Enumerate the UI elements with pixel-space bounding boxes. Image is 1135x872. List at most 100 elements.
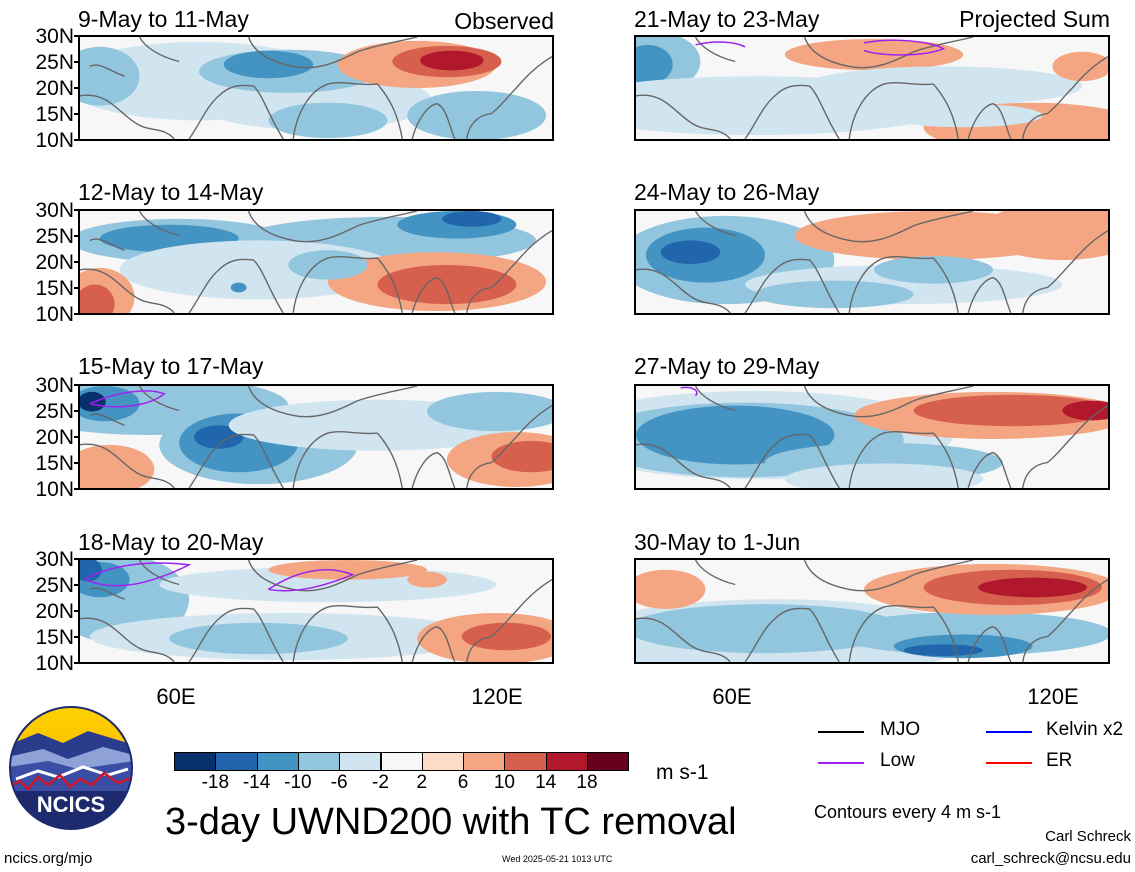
wind-anomaly-region	[80, 284, 115, 313]
y-tick-label: 20N	[35, 77, 74, 100]
colorbar-units: m s-1	[656, 761, 709, 784]
logo-text: NCICS	[37, 792, 105, 817]
wind-anomaly-region	[636, 569, 706, 610]
wind-anomaly-region	[169, 622, 348, 655]
y-tick-label: 10N	[35, 652, 74, 675]
y-tick-label: 30N	[35, 25, 74, 48]
wind-field-map	[80, 386, 552, 488]
y-tick-mark	[74, 584, 79, 586]
coastline	[636, 386, 1108, 488]
wind-anomaly-region	[461, 622, 552, 651]
colorbar-box	[421, 752, 465, 771]
y-tick-mark	[74, 410, 79, 412]
y-tick-label: 15N	[35, 626, 74, 649]
colorbar-label: -2	[372, 772, 389, 793]
coastline	[80, 560, 552, 662]
website-link[interactable]: ncics.org/mjo	[4, 850, 93, 867]
timestamp: Wed 2025-05-21 1013 UTC	[502, 854, 613, 864]
y-tick-label: 15N	[35, 277, 74, 300]
y-tick-mark	[74, 261, 79, 263]
y-tick-label: 25N	[35, 51, 74, 74]
wind-anomaly-region	[377, 264, 517, 305]
wind-field-map	[636, 211, 1108, 313]
colorbar-box	[215, 752, 258, 771]
wind-anomaly-region	[80, 444, 155, 488]
wind-anomaly-region	[1052, 51, 1108, 82]
map-panel-left-4	[78, 558, 554, 664]
wind-field-map	[636, 560, 1108, 662]
panel-title-right-4: 30-May to 1-Jun	[634, 529, 801, 555]
map-panel-right-1	[634, 35, 1110, 141]
wind-field-map	[80, 211, 552, 313]
wind-anomaly-region	[420, 50, 484, 71]
wind-anomaly-region	[978, 577, 1088, 598]
colorbar-box	[380, 752, 423, 771]
colorbar-label: -14	[242, 772, 271, 793]
legend-line-er	[986, 762, 1032, 764]
wind-anomaly-region	[784, 463, 984, 488]
low-contour	[89, 390, 166, 408]
legend-line-low	[818, 762, 864, 764]
wind-anomaly-region	[903, 644, 984, 657]
y-tick-mark	[74, 488, 79, 490]
x-tick-left-60e: 60E	[156, 684, 196, 709]
wind-anomaly-region	[230, 282, 247, 293]
coastline	[80, 211, 552, 313]
y-tick-label: 30N	[35, 548, 74, 571]
wind-anomaly-region	[754, 280, 914, 309]
y-tick-mark	[74, 610, 79, 612]
wind-anomaly-region	[913, 394, 1108, 427]
map-panel-left-2	[78, 209, 554, 315]
coastline	[80, 37, 552, 139]
panel-title-right-1: 21-May to 23-May	[634, 6, 820, 32]
colorbar-label: 2	[416, 772, 428, 793]
y-tick-mark	[74, 139, 79, 141]
y-tick-label: 25N	[35, 225, 74, 248]
y-tick-mark	[74, 287, 79, 289]
y-tick-mark	[74, 35, 79, 37]
colorbar-box	[545, 752, 588, 771]
y-tick-mark	[74, 558, 79, 560]
y-tick-label: 25N	[35, 574, 74, 597]
panel-title-left-2: 12-May to 14-May	[78, 179, 264, 205]
wind-anomaly-region	[660, 240, 721, 264]
colorbar-label: 6	[457, 772, 469, 793]
panel-title-left-1: 9-May to 11-May	[78, 6, 249, 32]
coastline	[636, 211, 1108, 313]
y-tick-mark	[74, 436, 79, 438]
wind-anomaly-region	[636, 44, 673, 85]
wind-anomaly-region	[407, 571, 447, 588]
y-tick-label: 20N	[35, 251, 74, 274]
y-tick-label: 10N	[35, 129, 74, 152]
map-panel-left-3	[78, 384, 554, 490]
coastline	[636, 560, 1108, 662]
colorbar-label: -6	[330, 772, 348, 793]
panel-title-right-2: 24-May to 26-May	[634, 179, 820, 205]
low-contour	[695, 39, 945, 56]
wind-field-map	[636, 37, 1108, 139]
wind-anomaly-region	[80, 560, 102, 582]
map-panel-right-3	[634, 384, 1110, 490]
y-tick-mark	[74, 384, 79, 386]
wind-anomaly-region	[268, 560, 428, 580]
colorbar-label: 18	[576, 772, 598, 793]
author-email[interactable]: carl_schreck@ncsu.edu	[970, 850, 1131, 867]
wind-anomaly-region	[491, 440, 552, 473]
legend-line-mjo	[818, 731, 864, 733]
wind-anomaly-region	[784, 38, 964, 71]
wind-anomaly-region	[223, 50, 314, 79]
wind-anomaly-region	[636, 405, 835, 465]
colorbar-label: -10	[284, 772, 312, 793]
wind-anomaly-region	[883, 103, 1043, 128]
y-tick-label: 10N	[35, 478, 74, 501]
y-tick-mark	[74, 313, 79, 315]
author-name: Carl Schreck	[1045, 828, 1131, 845]
colorbar-box	[339, 752, 382, 771]
colorbar-box	[587, 752, 630, 771]
x-tick-right-120e: 120E	[1027, 684, 1079, 709]
colorbar-box	[174, 752, 217, 771]
wind-anomaly-region	[288, 250, 368, 280]
wind-anomaly-region	[441, 211, 502, 227]
wind-anomaly-region	[80, 46, 140, 106]
colorbar-label: 14	[535, 772, 557, 793]
